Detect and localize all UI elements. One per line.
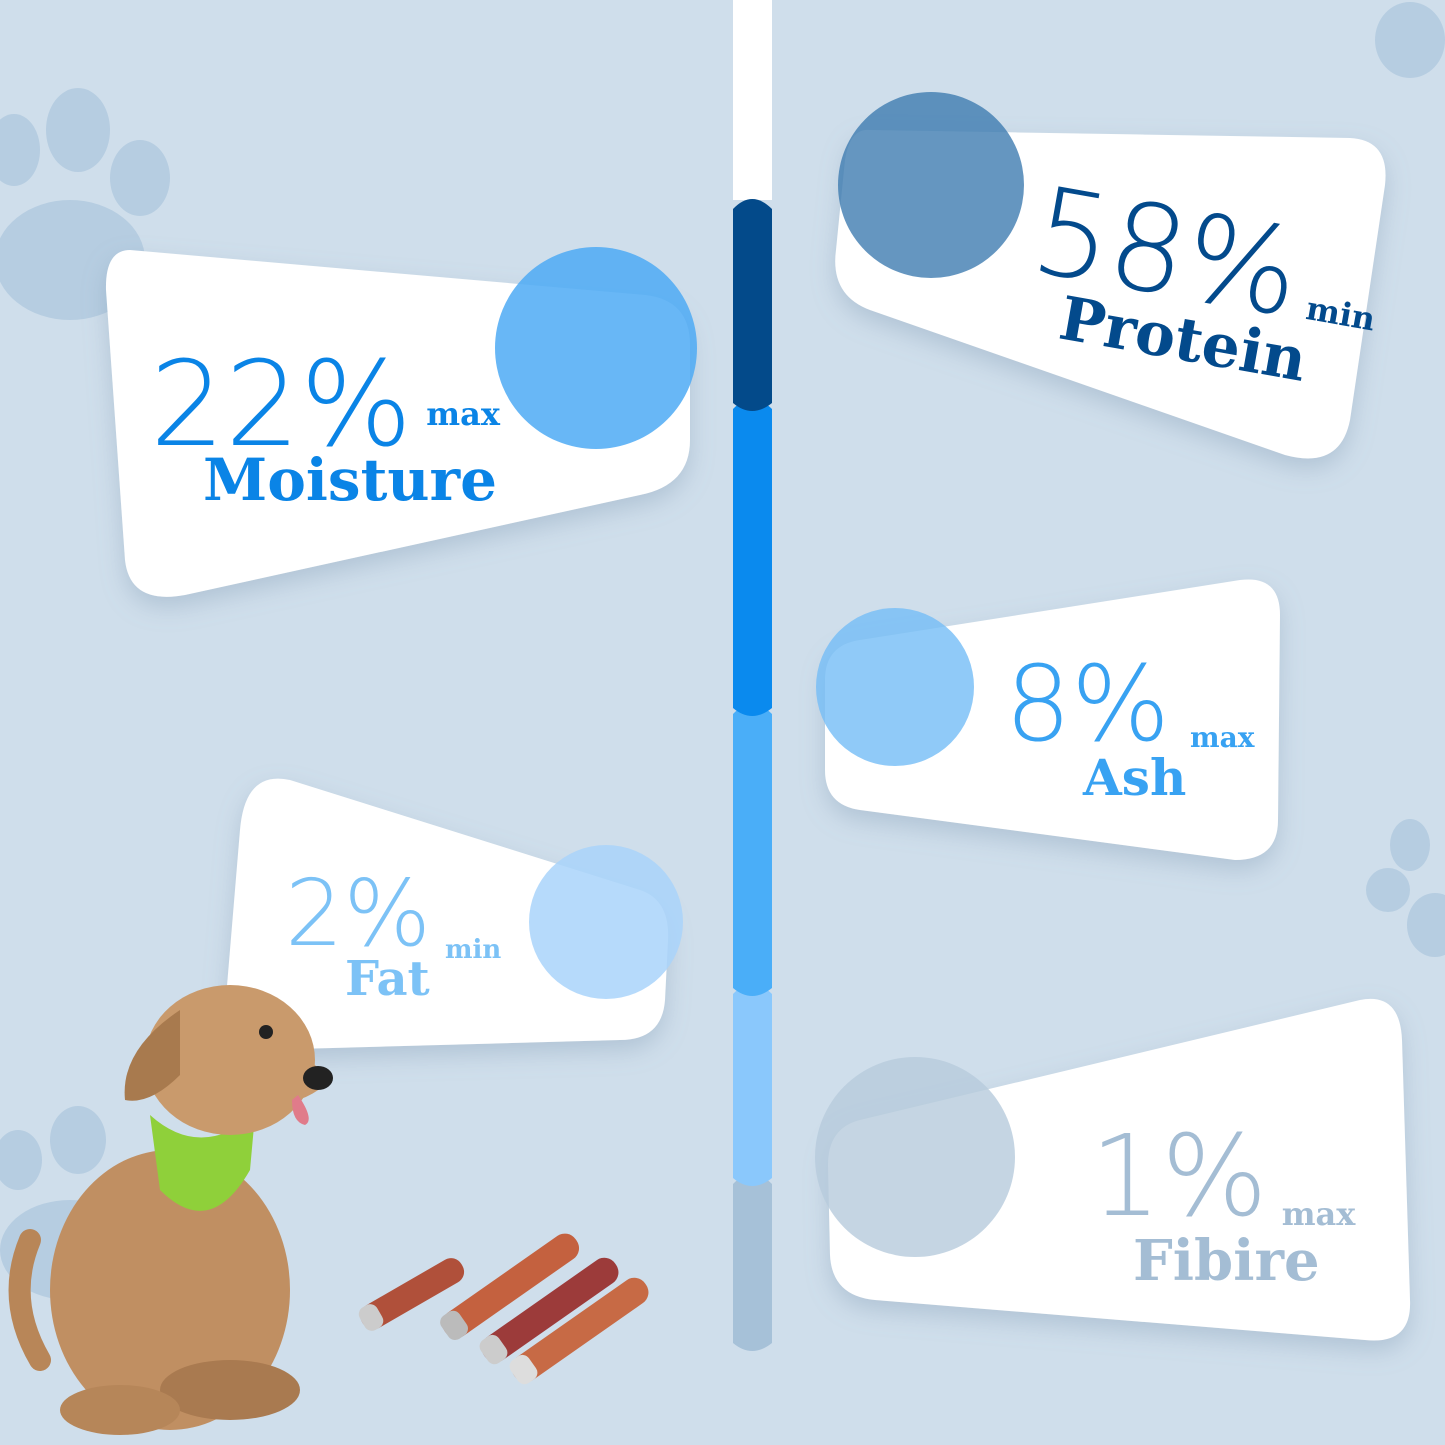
ash-circle bbox=[816, 608, 974, 766]
protein-circle bbox=[838, 92, 1024, 278]
bar-top bbox=[733, 0, 772, 200]
bar-segment bbox=[733, 704, 772, 996]
moisture-label: Moisture bbox=[203, 446, 497, 514]
nutrient-bar bbox=[733, 199, 772, 1351]
ash-value: 8% bbox=[1005, 643, 1170, 765]
moisture-circle bbox=[495, 247, 697, 449]
moisture-value: 22% bbox=[150, 335, 412, 473]
ash-qualifier: max bbox=[1190, 721, 1255, 754]
fibre-qualifier: max bbox=[1282, 1195, 1357, 1233]
fibre-label: Fibire bbox=[1133, 1228, 1320, 1294]
bar-segment bbox=[733, 1174, 772, 1351]
ash-label: Ash bbox=[1082, 748, 1186, 807]
dog-treats-illustration bbox=[358, 1233, 649, 1385]
fat-label: Fat bbox=[345, 951, 430, 1007]
fat-qualifier: min bbox=[445, 935, 501, 965]
fat-value: 2% bbox=[285, 860, 431, 967]
fibre-circle bbox=[815, 1057, 1015, 1257]
paw-print-icon bbox=[1366, 2, 1445, 957]
bar-segment bbox=[733, 199, 772, 411]
fibre-value: 1% bbox=[1090, 1112, 1268, 1242]
dog-illustration bbox=[8, 985, 333, 1435]
bar-segment bbox=[733, 399, 772, 716]
moisture-qualifier: max bbox=[426, 395, 501, 433]
fat-circle bbox=[529, 845, 683, 999]
bar-segment bbox=[733, 984, 772, 1186]
fibre-card bbox=[828, 998, 1411, 1341]
fat-card bbox=[224, 778, 669, 1051]
